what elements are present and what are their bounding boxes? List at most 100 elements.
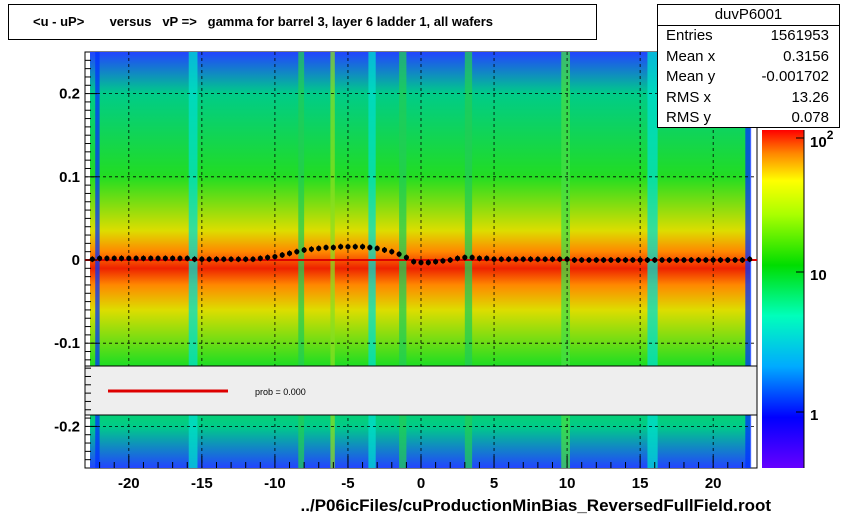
profile-point xyxy=(454,255,461,261)
profile-point xyxy=(527,256,534,262)
profile-point xyxy=(308,246,315,252)
stats-label: Entries xyxy=(666,27,713,44)
color-bar-label-mid: 10 xyxy=(810,267,827,284)
profile-point xyxy=(564,256,570,262)
profile-point xyxy=(520,256,526,262)
profile-point xyxy=(374,245,380,251)
profile-point xyxy=(367,244,373,251)
stats-label: Mean x xyxy=(666,47,716,65)
x-tick-label: -20 xyxy=(118,475,140,492)
stats-row: RMS x 13.26 xyxy=(658,88,839,109)
profile-point xyxy=(542,256,548,262)
stats-title: duvP6001 xyxy=(658,5,839,26)
profile-point xyxy=(89,256,95,262)
profile-point xyxy=(338,244,344,250)
x-tick-label: 15 xyxy=(632,475,649,492)
profile-point xyxy=(228,256,234,262)
profile-point xyxy=(491,256,497,262)
profile-point xyxy=(403,254,409,261)
profile-point xyxy=(593,257,599,263)
profile-point xyxy=(601,257,607,263)
axes: -20 -15 -10 -5 0 5 10 15 20 -0.2 -0.1 0 0.1 0.2 xyxy=(54,59,743,492)
profile-point xyxy=(469,254,475,261)
profile-point xyxy=(126,255,132,261)
profile-point xyxy=(118,255,125,261)
profile-point xyxy=(199,256,205,262)
profile-layer xyxy=(85,243,757,266)
profile-point xyxy=(732,257,738,263)
profile-point xyxy=(213,256,220,262)
profile-point xyxy=(133,255,139,261)
y-tick-label: 0 xyxy=(72,252,80,269)
profile-point xyxy=(170,255,176,261)
profile-point xyxy=(739,257,745,263)
profile-point xyxy=(257,255,263,261)
profile-point xyxy=(440,258,446,264)
profile-point xyxy=(674,257,680,263)
profile-point xyxy=(243,256,249,262)
profile-point xyxy=(535,256,541,262)
profile-point xyxy=(425,259,431,266)
profile-point xyxy=(608,257,614,263)
profile-point xyxy=(301,247,307,253)
x-tick-label: 10 xyxy=(559,475,576,492)
profile-point xyxy=(557,256,563,262)
profile-point xyxy=(484,255,490,261)
profile-point xyxy=(579,257,585,263)
profile-point xyxy=(389,249,395,255)
profile-point xyxy=(513,256,519,262)
y-tick-label: -0.1 xyxy=(54,335,80,352)
profile-point xyxy=(476,255,483,261)
stats-value: 1561953 xyxy=(770,27,829,44)
y-tick-label: 0.2 xyxy=(59,86,80,103)
x-tick-label: 5 xyxy=(490,475,498,492)
profile-point xyxy=(695,257,702,263)
stats-row: Mean x 0.3156 xyxy=(658,47,839,68)
profile-point xyxy=(155,255,161,261)
profile-point xyxy=(97,255,103,261)
profile-point xyxy=(411,259,417,265)
profile-point xyxy=(717,257,724,263)
stats-label: Mean y xyxy=(666,68,716,85)
profile-point xyxy=(345,244,351,250)
color-bar-label-bottom: 1 xyxy=(810,407,818,424)
profile-point xyxy=(250,256,256,262)
color-bar-label-top: 102 xyxy=(810,128,834,151)
profile-point xyxy=(177,255,183,261)
profile-point xyxy=(396,251,402,257)
profile-point xyxy=(359,244,366,250)
profile-point xyxy=(330,244,336,251)
profile-point xyxy=(162,255,168,261)
x-tick-label: -5 xyxy=(341,475,354,492)
profile-point xyxy=(659,257,665,263)
x-tick-label: 0 xyxy=(417,475,425,492)
profile-point xyxy=(352,244,358,250)
profile-point xyxy=(286,250,293,256)
profile-point xyxy=(191,256,198,262)
x-tick-label: -10 xyxy=(264,475,286,492)
profile-point xyxy=(381,247,388,253)
stats-value: -0.001702 xyxy=(761,68,829,85)
profile-point xyxy=(666,257,672,263)
y-tick-label: -0.2 xyxy=(54,418,80,435)
profile-point xyxy=(221,256,227,262)
profile-point xyxy=(644,257,651,263)
stats-row: Mean y -0.001702 xyxy=(658,67,839,88)
profile-point xyxy=(710,257,716,263)
fit-legend-text: prob = 0.000 xyxy=(255,387,306,397)
x-tick-label: -15 xyxy=(191,475,213,492)
profile-point xyxy=(104,255,110,261)
profile-point xyxy=(549,256,556,262)
profile-point xyxy=(506,256,512,262)
profile-point xyxy=(316,245,322,251)
color-bar xyxy=(762,130,804,468)
stats-label: RMS y xyxy=(666,109,711,126)
profile-point xyxy=(279,252,285,258)
x-axis-title: ../P06icFiles/cuProductionMinBias_Revers… xyxy=(300,496,771,515)
profile-point xyxy=(630,257,636,263)
stats-value: 0.3156 xyxy=(783,47,829,65)
profile-point xyxy=(272,254,278,260)
profile-point xyxy=(652,257,658,263)
stats-row: RMS y 0.078 xyxy=(658,108,839,129)
